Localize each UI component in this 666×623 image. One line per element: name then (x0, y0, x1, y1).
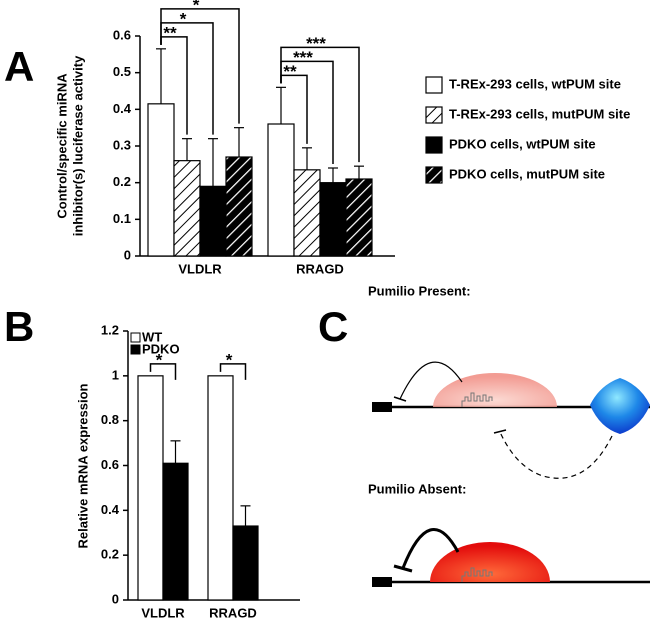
legend-label: PDKO cells, wtPUM site (449, 136, 596, 151)
significance-bracket (219, 363, 247, 380)
diagram: Pumilio Present: Pumilio Absent: (368, 283, 650, 587)
legend-swatch (425, 76, 443, 94)
significance-label: ** (163, 23, 177, 42)
y-axis-label: Relative mRNA expression (75, 383, 90, 548)
significance-label: *** (293, 48, 313, 67)
significance-label: ** (283, 62, 297, 81)
y-tick-label: 0.1 (113, 211, 131, 226)
inhibition-bar (393, 564, 413, 573)
y-tick-label: 0.4 (113, 101, 132, 116)
significance-label: * (156, 350, 163, 369)
bar (293, 169, 321, 257)
legend-swatch (425, 136, 443, 154)
significance-label: * (193, 0, 200, 14)
bar (199, 185, 227, 257)
bar (207, 375, 234, 601)
significance-bracket (160, 8, 240, 124)
pumilio (433, 373, 557, 407)
bar (345, 178, 373, 257)
pumilio (430, 542, 550, 582)
significance-label: * (226, 350, 233, 369)
inhibition-bar (393, 396, 407, 402)
y-tick-label: 0.6 (101, 457, 119, 472)
significance-label: *** (306, 34, 326, 53)
legend-swatch (425, 166, 443, 184)
bar (137, 375, 164, 601)
y-tick-label: 0.2 (101, 547, 119, 562)
cds (372, 402, 392, 412)
legend-label: PDKO (142, 341, 180, 356)
panel-label: B (4, 303, 34, 350)
panel-label: A (4, 43, 34, 90)
legend-label: T-REx-293 cells, wtPUM site (449, 76, 621, 91)
inhibition-bar (493, 429, 507, 434)
cds (372, 577, 392, 587)
bar (162, 462, 189, 601)
y-tick-label: 0.6 (113, 27, 131, 42)
significance-label: * (180, 9, 187, 28)
bar (147, 103, 175, 257)
bar (232, 525, 259, 601)
legend-swatch (425, 106, 443, 124)
mirna-complex (590, 378, 650, 434)
bar (319, 182, 347, 257)
legend-label: PDKO cells, mutPUM site (449, 166, 605, 181)
y-axis-label: inhibitor(s) luciferase activity (70, 55, 85, 236)
legend-label: WT (142, 329, 162, 344)
x-tick-label: RRAGD (296, 261, 344, 276)
y-tick-label: 0.3 (113, 137, 131, 152)
x-tick-label: VLDLR (178, 261, 222, 276)
y-tick-label: 1.2 (101, 322, 119, 337)
significance-bracket (280, 46, 360, 163)
diagram-label: Pumilio Absent: (368, 481, 466, 496)
stem-loop (461, 392, 493, 407)
dashed-arrow (499, 431, 613, 479)
inhibition-arrow (399, 361, 463, 400)
diagram-label: Pumilio Present: (368, 283, 471, 298)
y-tick-label: 0 (124, 247, 131, 262)
legend-swatch (130, 344, 141, 355)
y-tick-label: 0 (112, 591, 119, 606)
legend-label: T-REx-293 cells, mutPUM site (449, 106, 630, 121)
x-tick-label: VLDLR (141, 605, 185, 620)
y-tick-label: 1 (112, 367, 119, 382)
x-tick-label: RRAGD (209, 605, 257, 620)
y-axis-label: Control/specific miRNA (54, 73, 69, 219)
y-tick-label: 0.5 (113, 64, 131, 79)
bar (225, 156, 253, 257)
significance-bracket (149, 363, 177, 380)
panel-label: C (318, 303, 348, 350)
y-tick-label: 0.4 (101, 502, 120, 517)
y-tick-label: 0.2 (113, 174, 131, 189)
stem-loop (461, 567, 493, 582)
inhibition-arrow (401, 528, 460, 569)
bar (173, 160, 201, 257)
bar (267, 123, 295, 257)
legend-swatch (130, 332, 141, 343)
y-tick-label: 0.8 (101, 412, 119, 427)
